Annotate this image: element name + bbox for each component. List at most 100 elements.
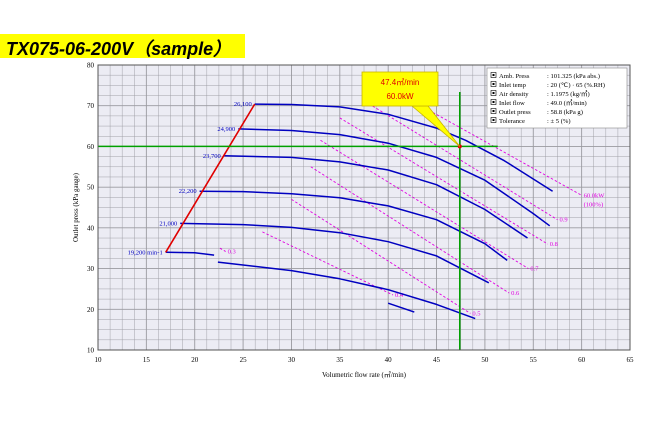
x-tick-label: 30: [288, 356, 296, 364]
y-axis-label: Outlet press (kPa gauge): [72, 172, 80, 242]
speed-label: 26,100: [234, 101, 252, 108]
condition-value: : 58.8 (kPa g): [547, 109, 583, 116]
power-line-label-line: 0.9: [559, 217, 567, 224]
speed-label: 21,000: [159, 220, 177, 227]
condition-bullet-dot: [492, 101, 495, 103]
condition-bullet-dot: [492, 92, 495, 94]
condition-bullet-dot: [492, 110, 495, 112]
power-line: [262, 231, 394, 296]
x-tick-label: 55: [530, 356, 538, 364]
condition-bullet: [490, 90, 497, 96]
condition-label: Outlet press: [499, 109, 531, 116]
conditions-box-frame: [486, 67, 628, 129]
condition-bullet: [490, 72, 497, 78]
power-line: [219, 247, 226, 252]
x-tick-label: 35: [336, 356, 344, 364]
x-tick-label: 50: [481, 356, 489, 364]
x-tick-label: 40: [385, 356, 393, 364]
y-tick-label: 50: [87, 184, 95, 192]
speed-curve: [238, 128, 551, 227]
power-line: [320, 139, 529, 269]
condition-value: : 20 (℃) · 65 (%.RH): [547, 82, 605, 89]
condition-label: Amb. Press: [499, 73, 530, 80]
x-tick-label: 20: [191, 356, 199, 364]
power-line: [291, 199, 471, 314]
condition-bullet: [490, 108, 497, 114]
x-tick-label: 60: [578, 356, 586, 364]
power-line-label-line: (100%): [584, 201, 604, 208]
power-line-label-line: 0.6: [511, 290, 520, 297]
speed-label: 19,200 min-1: [128, 249, 163, 256]
power-lines: 0.3 0.4 0.5 0.6 0.7 0.8 0.9 60.0kW (100%): [219, 103, 606, 317]
power-line-label-line: 0.3: [228, 248, 236, 255]
y-tick-label: 20: [87, 306, 95, 314]
condition-bullet: [490, 117, 497, 123]
surge-line: [165, 103, 256, 253]
speed-curve: [180, 222, 490, 284]
power-line-label: 0.5: [472, 310, 480, 317]
condition-label: Inlet flow: [499, 100, 525, 107]
speed-curve: [254, 103, 554, 192]
x-tick-label: 65: [627, 356, 635, 364]
power-line: [310, 166, 510, 294]
power-line: [368, 103, 558, 221]
condition-value: : 49.0 (㎥/min): [547, 98, 587, 107]
y-tick-label: 60: [87, 143, 95, 151]
power-line-label-line: 0.8: [550, 241, 558, 248]
power-line-label-line: 0.7: [530, 266, 539, 273]
condition-bullet-dot: [492, 74, 495, 76]
power-line-label-line: 0.4: [395, 292, 404, 299]
power-line: [339, 117, 549, 245]
condition-bullet-dot: [492, 83, 495, 85]
power-line-label: 0.9: [559, 217, 567, 224]
operating-callout: 47.4㎥/min 60.0kW: [361, 71, 461, 147]
conditions-box: Amb. Press : 101.325 (kPa abs.) Inlet temp…: [486, 67, 628, 129]
power-line-label: 0.8: [550, 241, 558, 248]
condition-label: Inlet temp: [499, 82, 527, 89]
speed-curves: 26,100 24,900 23,700 22,200 21,000 19,200 min…: [128, 101, 554, 320]
power-line-label: 0.6: [511, 290, 520, 297]
grid: [97, 64, 631, 351]
speed-curve: [223, 155, 528, 239]
x-axis-label: Volumetric flow rate (㎥/min): [322, 370, 407, 379]
speed-curve: [387, 302, 415, 313]
x-tick-label: 45: [433, 356, 441, 364]
y-tick-label: 70: [87, 102, 95, 110]
callout-box: [361, 71, 439, 107]
page-title: TX075-06-200V（sample）: [6, 39, 232, 59]
condition-label: Air density: [499, 91, 529, 98]
callout-flow: 47.4㎥/min: [381, 78, 420, 87]
power-line-label: 60.0kW (100%): [584, 192, 606, 208]
power-line-label: 0.3: [228, 248, 236, 255]
speed-label: 24,900: [217, 126, 235, 133]
speed-curve: [165, 251, 215, 256]
speed-curve: [199, 190, 508, 262]
power-line-label-line: 60.0kW: [584, 192, 606, 199]
power-line-label-line: 0.5: [472, 310, 480, 317]
condition-bullet: [490, 81, 497, 87]
condition-label: Tolerance: [499, 118, 525, 125]
condition-bullet-dot: [492, 119, 495, 121]
x-tick-label: 25: [240, 356, 248, 364]
power-line-label: 0.4: [395, 292, 404, 299]
speed-curve: [217, 261, 476, 320]
y-tick-label: 30: [87, 265, 95, 273]
y-tick-label: 80: [87, 62, 95, 70]
speed-label: 23,700: [203, 153, 221, 160]
condition-value: : ± 5 (%): [547, 118, 571, 125]
condition-bullet: [490, 99, 497, 105]
speed-label: 22,200: [179, 188, 197, 195]
x-tick-label: 15: [143, 356, 151, 364]
axis-labels: 10 15 20 25 30 35 40 45 50 55 60 65 10 20 30 40 50 60 70 80…: [72, 62, 634, 380]
title-bar: TX075-06-200V（sample）: [0, 34, 245, 59]
y-tick-label: 10: [87, 347, 95, 355]
plot-border: [97, 64, 631, 351]
condition-value: : 1.1975 (kg/㎥): [547, 89, 590, 98]
power-line-label: 0.7: [530, 266, 539, 273]
callout-power: 60.0kW: [386, 92, 414, 101]
condition-value: : 101.325 (kPa abs.): [547, 73, 600, 80]
x-tick-label: 10: [95, 356, 103, 364]
y-tick-label: 40: [87, 224, 95, 232]
surge-line-group: [165, 103, 256, 253]
